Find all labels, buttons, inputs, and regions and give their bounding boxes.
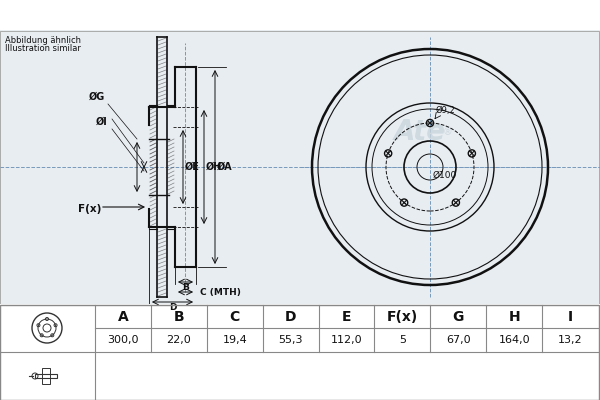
Text: G: G <box>452 310 464 324</box>
Text: 112,0: 112,0 <box>331 335 362 345</box>
Text: 55,3: 55,3 <box>278 335 303 345</box>
Text: 13,2: 13,2 <box>558 335 583 345</box>
Text: Ø100: Ø100 <box>433 170 457 180</box>
Text: D: D <box>285 310 296 324</box>
Text: ØH: ØH <box>206 162 223 172</box>
Text: 164,0: 164,0 <box>499 335 530 345</box>
Text: F(x): F(x) <box>387 310 418 324</box>
Text: 300,0: 300,0 <box>107 335 139 345</box>
Bar <box>42 368 50 384</box>
Text: ØE: ØE <box>185 162 200 172</box>
Text: Abbildung ähnlich: Abbildung ähnlich <box>5 36 81 45</box>
Text: 24.0122-0228.1    422228: 24.0122-0228.1 422228 <box>160 6 440 24</box>
Text: D: D <box>169 303 176 312</box>
Text: ØG: ØG <box>89 92 105 102</box>
Text: ØI: ØI <box>96 117 108 127</box>
Text: Ate: Ate <box>394 118 446 146</box>
Text: C: C <box>230 310 240 324</box>
Text: 5: 5 <box>399 335 406 345</box>
Text: E: E <box>342 310 351 324</box>
Text: 67,0: 67,0 <box>446 335 470 345</box>
Text: B: B <box>173 310 184 324</box>
Text: A: A <box>118 310 128 324</box>
Text: I: I <box>568 310 572 324</box>
Text: ØA: ØA <box>217 162 233 172</box>
Bar <box>35 374 57 378</box>
Text: 22,0: 22,0 <box>166 335 191 345</box>
Text: C (MTH): C (MTH) <box>200 288 241 296</box>
Text: B: B <box>182 283 189 292</box>
Text: 19,4: 19,4 <box>223 335 247 345</box>
Text: H: H <box>508 310 520 324</box>
Text: F(x): F(x) <box>78 204 101 214</box>
Text: ®: ® <box>443 127 453 137</box>
Text: Ø9,2: Ø9,2 <box>436 106 456 115</box>
Text: Illustration similar: Illustration similar <box>5 44 81 53</box>
